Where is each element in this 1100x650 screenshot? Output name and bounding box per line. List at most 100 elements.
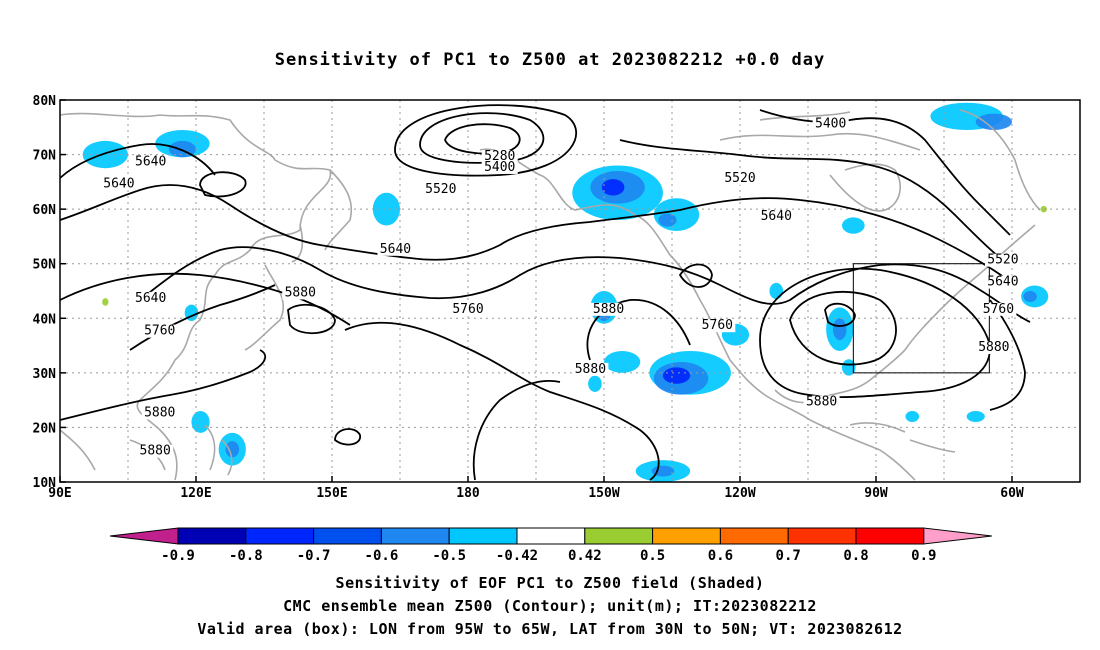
contour-label: 5760 <box>144 324 175 339</box>
colorbar-tick-label: 0.8 <box>843 548 868 564</box>
shading-patch <box>653 198 700 231</box>
contour-5520-arctic <box>394 104 578 177</box>
shading-patch <box>1040 205 1047 213</box>
shading-patch <box>1023 291 1037 302</box>
coastline-gulf-mexico <box>774 349 906 404</box>
z500-contours <box>59 104 1031 481</box>
colorbar-tick-label: 0.6 <box>708 548 733 564</box>
contour-5880-mini1 <box>334 428 361 446</box>
contour-label: 5880 <box>593 302 624 317</box>
contour-label-bg <box>984 253 1021 267</box>
colorbar-segment <box>177 527 247 545</box>
contour-5640-asia <box>59 143 216 179</box>
contour-label: 5760 <box>452 302 483 317</box>
colorbar-tick-label: -0.8 <box>229 548 263 564</box>
contour-5520-canada <box>619 139 1006 263</box>
colorbar-segment <box>719 527 789 545</box>
lat-tick-label: 70N <box>33 149 57 164</box>
coastline-greenland <box>959 109 1041 211</box>
colorbar-tick-label: -0.6 <box>365 548 399 564</box>
colorbar-tick-label: -0.9 <box>161 548 195 564</box>
contour-5880-atl <box>989 299 1026 411</box>
contour-label-bg <box>803 395 840 409</box>
colorbar-tick-label: 0.9 <box>911 548 936 564</box>
colorbar-segment <box>380 527 450 545</box>
contour-label: 5640 <box>135 291 166 306</box>
contour-labels: 5640564052805400552055205400564056405640… <box>100 116 1021 459</box>
map-title: Sensitivity of PC1 to Z500 at 2023082212… <box>274 50 826 70</box>
colorbar-max-triangle <box>923 527 992 545</box>
contour-label: 5520 <box>425 182 456 197</box>
contour-label-bg <box>590 302 627 316</box>
contour-label: 5760 <box>702 318 733 333</box>
colorbar-min-triangle <box>109 527 179 545</box>
shading-patch <box>662 367 691 384</box>
contour-label: 5640 <box>987 275 1018 290</box>
contour-label-bg <box>282 286 319 300</box>
shading-patch <box>832 318 847 341</box>
colorbar-segment <box>787 527 857 545</box>
contour-5880-ridge <box>344 321 660 481</box>
contour-5640-closed <box>199 171 247 198</box>
shading-patch <box>82 140 128 169</box>
lat-tick-label: 30N <box>33 367 57 382</box>
contour-5880-us-high <box>789 290 897 366</box>
lon-tick-label: 120E <box>180 486 211 501</box>
lat-tick-label: 80N <box>33 94 57 109</box>
shading-patch <box>769 282 784 300</box>
contour-label: 5880 <box>144 406 175 421</box>
contour-5880-us-outer <box>759 267 991 399</box>
contour-label: 5880 <box>140 444 171 459</box>
sensitivity-shading <box>82 102 1049 483</box>
contour-label-bg <box>975 341 1012 355</box>
contour-label-bg <box>132 291 169 305</box>
coastline-alaska <box>479 148 916 481</box>
colorbar-tick-label: -0.42 <box>496 548 538 564</box>
contour-label-bg <box>481 160 518 174</box>
shading-patch <box>372 192 400 226</box>
shading-patch <box>588 375 602 392</box>
shading-patch <box>604 351 641 373</box>
contour-label: 5400 <box>484 160 515 175</box>
contour-5880-low-us <box>824 302 856 327</box>
contour-label-bg <box>450 302 486 316</box>
lon-tick-label: 120W <box>724 486 755 501</box>
contour-5880-west <box>287 303 336 335</box>
coastline-kamchatka <box>324 169 352 251</box>
shading-patch <box>905 411 920 422</box>
colorbar-segment <box>855 527 925 545</box>
lon-tick-label: 90W <box>864 486 888 501</box>
colorbar-segment <box>584 527 654 545</box>
contour-label-bg <box>812 117 849 131</box>
contour-label-bg <box>572 362 609 376</box>
shading-patch <box>975 113 1012 131</box>
valid-area-box <box>852 263 990 374</box>
shading-patch <box>102 298 109 306</box>
contour-label: 5760 <box>983 302 1014 317</box>
colorbar-tick-label: -0.5 <box>432 548 466 564</box>
colorbar-segment <box>652 527 721 545</box>
shading-patch <box>842 217 865 234</box>
shading-patch <box>225 441 240 458</box>
caption-shading: Sensitivity of EOF PC1 to Z500 field (Sh… <box>335 574 765 592</box>
colorbar-segment <box>245 527 315 545</box>
coastline-philippines <box>204 424 233 476</box>
contour-label-bg <box>132 155 169 169</box>
contour-5880-pacific2 <box>472 380 561 481</box>
contour-label: 5880 <box>806 395 837 410</box>
contour-label-bg <box>422 182 459 196</box>
colorbar-tick-label: 0.7 <box>776 548 801 564</box>
contour-label: 5640 <box>103 176 134 191</box>
contour-5280 <box>444 123 521 155</box>
contour-5760-gulf <box>678 263 713 288</box>
coastline-caribbean <box>849 422 956 453</box>
lon-tick-label: 180 <box>456 486 480 501</box>
lat-tick-label: 40N <box>33 312 57 327</box>
contour-label-bg <box>984 275 1021 289</box>
colorbar-segment <box>516 527 586 545</box>
shading-patch <box>842 359 856 376</box>
colorbar-tick-label: 0.5 <box>640 548 665 564</box>
contour-label: 5520 <box>724 171 755 186</box>
contour-label-bg <box>699 319 736 333</box>
lon-tick-label: 150W <box>588 486 619 501</box>
